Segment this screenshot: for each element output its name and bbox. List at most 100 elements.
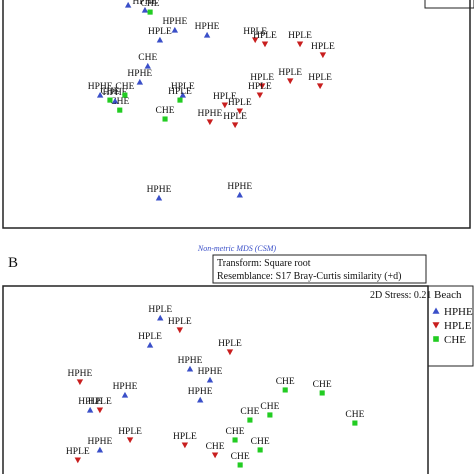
point <box>171 26 179 33</box>
point <box>261 41 269 48</box>
point <box>181 442 189 449</box>
annotation-box <box>212 254 427 284</box>
point <box>247 417 253 423</box>
point <box>147 9 153 15</box>
legend-label: HPLE <box>444 320 472 332</box>
point <box>186 365 194 372</box>
point-label: HPLE <box>118 427 142 437</box>
point-label: HPHE <box>147 185 172 195</box>
point-label: HPLE <box>218 339 242 349</box>
legend-frame <box>424 0 474 9</box>
point <box>251 37 259 44</box>
point-label: HPLE <box>213 92 237 102</box>
point-label: HPHE <box>87 437 112 447</box>
legend-marker <box>433 336 439 342</box>
chart-title: Non-metric MDS (CSM) <box>197 244 277 253</box>
point <box>121 391 129 398</box>
point <box>221 102 229 109</box>
point <box>107 97 113 103</box>
annotation: Resemblance: S17 Bray-Curtis similarity … <box>217 271 402 282</box>
point <box>122 92 128 98</box>
point-label: HPLE <box>308 73 332 83</box>
point-label: HPHE <box>178 356 203 366</box>
point-label: HPHE <box>116 0 141 2</box>
legend-marker <box>432 307 440 314</box>
point <box>144 62 151 69</box>
point <box>287 78 294 85</box>
point <box>258 83 266 90</box>
point-label: HPLE <box>253 31 277 41</box>
point-label: HPHE <box>127 69 152 79</box>
point <box>267 412 273 418</box>
point-label: HPHE <box>88 82 113 92</box>
panel-frame <box>2 0 471 229</box>
point-label: CHE <box>276 377 295 387</box>
point-label: HPLE <box>173 432 197 442</box>
point <box>179 91 186 98</box>
point <box>157 314 164 321</box>
legend-title: Beach <box>434 289 462 301</box>
point-label: HPLE <box>148 305 172 315</box>
point <box>162 116 168 122</box>
point-label: HPHE <box>188 387 213 397</box>
panel-frame <box>2 285 429 474</box>
point-label: HPLE <box>250 73 274 83</box>
point <box>155 194 163 201</box>
point-label: HPHE <box>197 109 222 119</box>
point-label: CHE <box>226 427 245 437</box>
point <box>96 446 104 453</box>
point-label: HPLE <box>288 31 312 41</box>
point-label: HPHE <box>103 88 128 98</box>
point-label: HPLE <box>88 397 112 407</box>
point <box>146 341 154 348</box>
legend-label: CHE <box>444 334 466 346</box>
point <box>226 349 234 356</box>
point <box>76 379 84 386</box>
point-label: HPHE <box>113 382 138 392</box>
panel-label: B <box>8 255 18 271</box>
point-label: HPLE <box>148 27 172 37</box>
point-label: CHE <box>156 106 175 116</box>
point <box>111 97 119 104</box>
point <box>197 396 204 403</box>
point <box>176 327 183 334</box>
point <box>237 462 243 468</box>
point <box>117 107 123 113</box>
point-label: HPLE <box>228 98 252 108</box>
point-label: HPLE <box>248 82 272 92</box>
point <box>203 31 211 38</box>
annotation: Transform: Square root <box>217 258 311 269</box>
point-label: HPHE <box>195 22 220 32</box>
point <box>231 122 239 129</box>
point <box>316 83 324 90</box>
point <box>96 91 104 98</box>
point <box>86 406 94 413</box>
point-label: HPHE <box>227 182 252 192</box>
point <box>257 447 263 453</box>
point-label: CHE <box>206 442 225 452</box>
point-label: HPLE <box>168 317 192 327</box>
legend-frame <box>427 285 474 367</box>
point <box>206 119 214 126</box>
point-label: HPLE <box>66 447 90 457</box>
point <box>74 457 81 464</box>
point-label: HPLE <box>278 68 302 78</box>
point <box>236 191 243 198</box>
point-label: HPLE <box>78 397 102 407</box>
point-label: HPHE <box>198 367 223 377</box>
point-label: CHE <box>260 402 279 412</box>
point <box>319 390 325 396</box>
point-label: CHE <box>251 437 270 447</box>
point <box>236 108 243 115</box>
point <box>352 420 358 426</box>
legend-marker <box>432 322 440 329</box>
point-label: HPLE <box>138 332 162 342</box>
point-label: CHE <box>231 452 250 462</box>
point-label: HPLE <box>168 87 192 97</box>
point-label: CHE <box>138 53 157 63</box>
point <box>256 92 264 99</box>
point <box>319 52 327 59</box>
point <box>156 36 164 43</box>
point-label: CHE <box>110 97 129 107</box>
